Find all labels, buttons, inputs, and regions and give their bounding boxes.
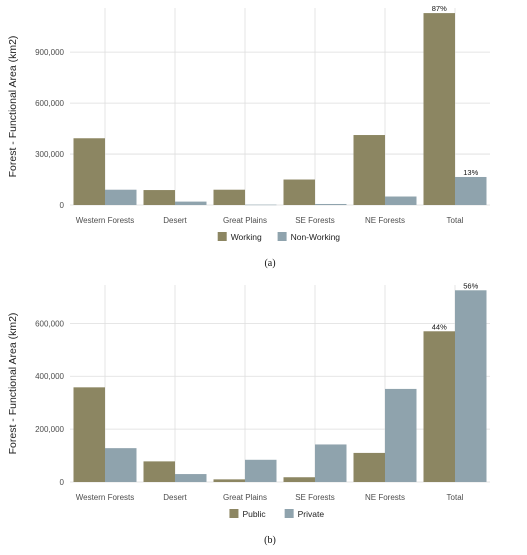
bar-private xyxy=(175,474,207,482)
bar-non-working xyxy=(455,176,487,205)
legend-swatch-public xyxy=(229,509,239,518)
x-tick-label: Great Plains xyxy=(223,493,267,502)
legend-label: Public xyxy=(242,509,266,519)
panel-label: (b) xyxy=(264,535,276,546)
bar-non-working xyxy=(105,189,137,205)
y-tick-label: 200,000 xyxy=(35,425,64,434)
data-label: 56% xyxy=(463,281,478,290)
bar-public xyxy=(423,331,455,482)
legend-swatch-non-working xyxy=(277,232,287,241)
chart-panel-2: 0 200,000 400,000 600,000 44% 56% Western Fore… xyxy=(7,281,490,546)
bar-private xyxy=(315,444,347,482)
y-tick-label: 0 xyxy=(60,478,65,487)
legend-label: Working xyxy=(231,232,262,242)
bar-private xyxy=(385,388,417,482)
y-tick-label: 900,000 xyxy=(35,48,64,57)
bar-public xyxy=(143,461,175,482)
panel-label: (a) xyxy=(264,258,275,269)
bar-working xyxy=(283,179,315,205)
legend-swatch-private xyxy=(284,509,294,518)
bar-public xyxy=(353,452,385,482)
data-label: 87% xyxy=(432,4,447,13)
x-tick-label: Total xyxy=(447,493,464,502)
legend-label: Non-Working xyxy=(291,232,341,242)
y-axis-label: Forest - Functional Area (km2) xyxy=(7,313,19,455)
x-tick-label: SE Forests xyxy=(295,216,335,225)
legend: Public Private xyxy=(229,509,324,519)
bar-working xyxy=(423,13,455,205)
bar-public xyxy=(73,387,105,482)
y-tick-label: 300,000 xyxy=(35,150,64,159)
bar-working xyxy=(143,190,175,205)
x-tick-label: NE Forests xyxy=(365,216,405,225)
y-tick-label: 400,000 xyxy=(35,372,64,381)
bar-public xyxy=(213,479,245,482)
bar-private xyxy=(105,448,137,482)
bar-public xyxy=(283,477,315,482)
legend: Working Non-Working xyxy=(217,232,341,242)
data-label: 44% xyxy=(432,322,447,331)
bar-private xyxy=(245,459,277,482)
legend-swatch-working xyxy=(217,232,227,241)
x-tick-label: Great Plains xyxy=(223,216,267,225)
y-axis-label: Forest - Functional Area (km2) xyxy=(7,36,19,178)
legend-label: Private xyxy=(298,509,325,519)
x-tick-label: Total xyxy=(447,216,464,225)
bar-working xyxy=(213,189,245,205)
y-tick-label: 600,000 xyxy=(35,99,64,108)
data-label: 13% xyxy=(463,168,478,177)
bar-non-working xyxy=(175,201,207,205)
chart-panel-1: 0 300,000 600,000 900,000 87% 13% Western Fore… xyxy=(7,4,490,269)
bar-non-working xyxy=(315,203,347,205)
x-tick-label: Western Forests xyxy=(76,216,135,225)
bar-working xyxy=(73,138,105,205)
x-tick-label: NE Forests xyxy=(365,493,405,502)
x-tick-label: Desert xyxy=(163,216,187,225)
y-tick-label: 600,000 xyxy=(35,319,64,328)
y-tick-label: 0 xyxy=(60,201,65,210)
bar-working xyxy=(353,135,385,205)
bar-private xyxy=(455,290,487,482)
x-tick-label: Desert xyxy=(163,493,187,502)
x-tick-label: Western Forests xyxy=(76,493,135,502)
x-tick-label: SE Forests xyxy=(295,493,335,502)
bar-non-working xyxy=(385,196,417,205)
bar-non-working xyxy=(245,204,277,206)
